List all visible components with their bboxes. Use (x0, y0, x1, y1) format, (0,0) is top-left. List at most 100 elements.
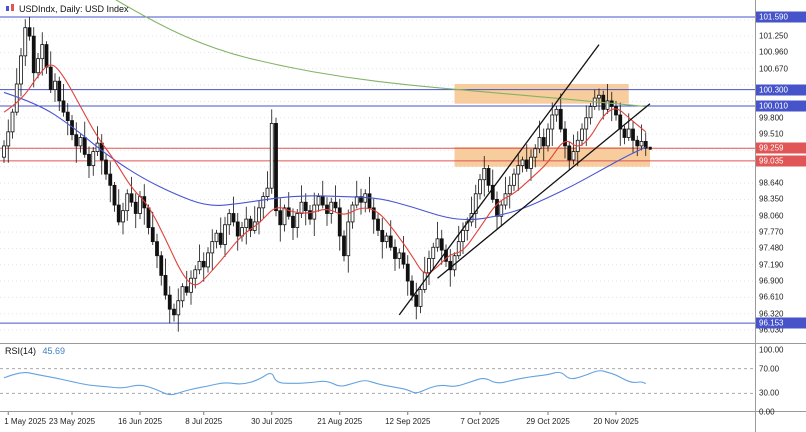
candle (57, 76, 62, 112)
price-level-badge: 100.010 (756, 100, 806, 112)
candle (308, 205, 312, 225)
candle (108, 161, 113, 203)
candle (563, 121, 567, 159)
candle (643, 132, 648, 157)
candle (320, 180, 325, 209)
candle (312, 192, 317, 237)
candle (354, 180, 359, 209)
candle (473, 184, 478, 229)
candle (150, 211, 155, 246)
trendline[interactable] (437, 103, 651, 279)
candle (541, 128, 546, 161)
candle (588, 103, 593, 125)
candle (558, 93, 563, 133)
candle (405, 255, 410, 296)
symbol-icon (5, 3, 15, 15)
candle (176, 288, 181, 332)
rsi-panel[interactable] (0, 368, 755, 396)
candle (486, 165, 491, 193)
candle (19, 47, 23, 97)
grid-lines (0, 19, 755, 331)
ma-mid-blue[interactable] (3, 91, 646, 221)
candle (189, 270, 193, 305)
rsi-indicator-label: RSI(14) 45.69 (5, 346, 65, 356)
candle (231, 196, 236, 227)
candle (23, 19, 28, 66)
candle (82, 121, 87, 158)
candle (512, 168, 516, 191)
price-level-badge: 99.035 (756, 155, 806, 167)
symbol-label: USDIndx, Daily: USD Index (5, 3, 129, 15)
candle (206, 247, 210, 273)
price-level-badge: 101.590 (756, 11, 806, 23)
candle (333, 185, 338, 213)
candle (367, 176, 372, 213)
candle (48, 51, 53, 94)
price-axis[interactable]: 101.250 100.960 100.670 99.800 99.510 98.640 9… (756, 0, 806, 432)
candle (87, 146, 91, 179)
ma-fast-red[interactable] (3, 64, 647, 286)
time-axis-label: 12 Sep 2025 (385, 417, 431, 426)
candle (605, 83, 610, 114)
candle (99, 134, 104, 175)
candle (520, 156, 525, 173)
candle (503, 176, 508, 210)
candle (184, 270, 189, 296)
candle (325, 197, 329, 226)
candles-series (2, 17, 648, 332)
candle (439, 229, 444, 265)
price-tick-label: 98.640 (759, 178, 784, 188)
candle (278, 198, 283, 242)
price-tick-label: 96.030 (759, 325, 784, 335)
candle (478, 174, 482, 200)
candle (444, 244, 448, 267)
candle (133, 193, 138, 229)
horizontal-level-lines[interactable] (0, 16, 755, 324)
candle (516, 153, 521, 191)
candle (248, 215, 253, 238)
candle (159, 251, 164, 286)
candle (265, 171, 270, 202)
trendline[interactable] (398, 44, 600, 316)
ma-slow-green[interactable] (106, 0, 646, 108)
price-level-badge: 100.300 (756, 84, 806, 96)
trendlines[interactable] (398, 44, 651, 316)
time-axis-label: 30 Jul 2025 (251, 417, 293, 426)
candle (252, 206, 257, 234)
candle (27, 17, 32, 41)
time-axis-label: 29 Oct 2025 (526, 417, 570, 426)
candle (269, 109, 274, 194)
time-axis-label: 1 May 2025 (4, 417, 47, 426)
moving-averages[interactable] (3, 0, 647, 286)
candle (427, 250, 431, 285)
candle (414, 282, 419, 320)
time-axis[interactable]: 1 May 2025 23 May 2025 16 Jun 2025 8 Jul 20… (0, 412, 755, 432)
zone-rectangle[interactable] (454, 83, 629, 104)
candle (571, 134, 576, 165)
candle (622, 125, 627, 145)
candle (435, 221, 440, 252)
candle (554, 105, 559, 122)
candle (40, 32, 45, 76)
price-tick-label: 98.060 (759, 211, 784, 221)
candle (393, 239, 397, 271)
candle (533, 144, 538, 168)
candle (10, 108, 15, 139)
candle (380, 217, 385, 259)
candle (337, 198, 342, 251)
candle (197, 244, 202, 275)
candle (257, 199, 261, 235)
candle (631, 121, 635, 153)
candle (6, 119, 11, 163)
candle (597, 88, 601, 111)
rsi-line[interactable] (3, 370, 646, 396)
candle (235, 212, 240, 251)
price-tick-label: 100.960 (759, 47, 788, 57)
candle (584, 105, 589, 146)
candle (201, 252, 206, 282)
candle (499, 200, 504, 227)
candle (2, 140, 6, 163)
candle (376, 213, 380, 237)
